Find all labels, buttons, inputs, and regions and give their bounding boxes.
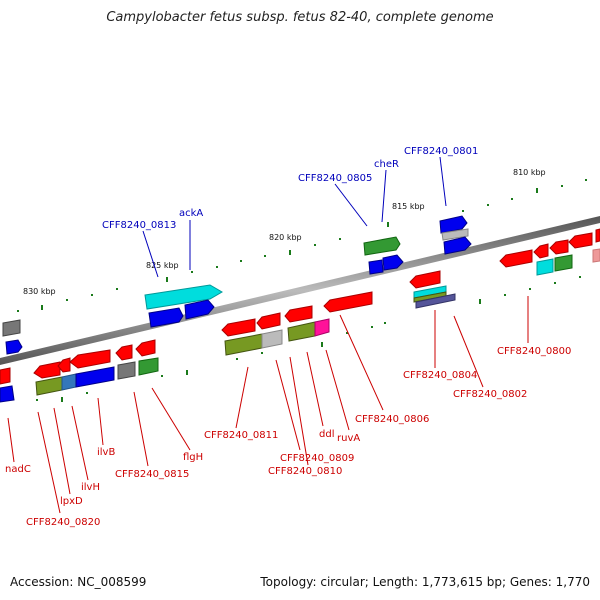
gene-label[interactable]: nadC bbox=[5, 464, 31, 475]
map-title: Campylobacter fetus subsp. fetus 82-40, … bbox=[106, 10, 494, 25]
gene-arrow[interactable] bbox=[184, 299, 215, 320]
gene-arrow[interactable] bbox=[443, 236, 472, 255]
gene-labels-top: CFF8240_0813 ackA CFF8240_0805 cheR CFF8… bbox=[102, 146, 478, 231]
gene-labels-bottom: nadC lpxD CFF8240_0820 ilvH ilvB CFF8240… bbox=[5, 346, 571, 528]
gene-label[interactable]: CFF8240_0810 bbox=[268, 466, 342, 477]
gene-label[interactable]: cheR bbox=[374, 159, 399, 170]
gene-label[interactable]: ilvH bbox=[81, 482, 100, 493]
kbp-label: 820 kbp bbox=[269, 233, 302, 242]
gene-arrow[interactable] bbox=[35, 376, 63, 396]
gene-arrow[interactable] bbox=[138, 357, 159, 376]
gene-arrow[interactable] bbox=[499, 249, 533, 268]
gene-label[interactable]: CFF8240_0806 bbox=[355, 414, 429, 425]
kbp-label: 815 kbp bbox=[392, 202, 425, 211]
gene-arrow[interactable] bbox=[261, 329, 283, 349]
gene-label[interactable]: CFF8240_0801 bbox=[404, 146, 478, 157]
gene-label[interactable]: CFF8240_0820 bbox=[26, 517, 100, 528]
kbp-labels: 830 kbp 825 kbp 820 kbp 815 kbp 810 kbp bbox=[23, 168, 546, 296]
gene-label[interactable]: lpxD bbox=[60, 496, 83, 507]
leader-lines-top bbox=[142, 156, 447, 278]
kbp-label: 830 kbp bbox=[23, 287, 56, 296]
gene-arrow[interactable] bbox=[75, 366, 115, 388]
gene-label[interactable]: flgH bbox=[183, 452, 203, 463]
gene-label[interactable]: CFF8240_0811 bbox=[204, 430, 278, 441]
gene-label[interactable]: CFF8240_0809 bbox=[280, 453, 354, 464]
gene-arrow[interactable] bbox=[592, 248, 600, 263]
gene-label[interactable]: ruvA bbox=[337, 433, 360, 444]
gene-arrow[interactable] bbox=[549, 239, 569, 255]
gene-arrow[interactable] bbox=[368, 259, 384, 275]
gene-label[interactable]: CFF8240_0813 bbox=[102, 220, 176, 231]
gene-arrow[interactable] bbox=[284, 305, 313, 323]
gene-arrow[interactable] bbox=[536, 258, 554, 276]
gene-arrow[interactable] bbox=[0, 367, 11, 385]
gene-arrow[interactable] bbox=[144, 284, 223, 310]
gene-arrow[interactable] bbox=[415, 293, 456, 309]
gene-arrow[interactable] bbox=[363, 236, 401, 256]
gene-arrow[interactable] bbox=[382, 254, 404, 271]
gene-label[interactable]: CFF8240_0805 bbox=[298, 173, 372, 184]
gene-arrow[interactable] bbox=[323, 291, 373, 313]
gene-arrow[interactable] bbox=[61, 373, 77, 391]
gene-arrow[interactable] bbox=[148, 307, 184, 328]
gene-label[interactable]: CFF8240_0800 bbox=[497, 346, 571, 357]
gene-label[interactable]: ilvB bbox=[97, 447, 115, 458]
gene-arrow[interactable] bbox=[409, 270, 441, 289]
gene-label[interactable]: CFF8240_0815 bbox=[115, 469, 189, 480]
gene-arrow[interactable] bbox=[57, 357, 71, 373]
gene-arrow[interactable] bbox=[533, 243, 549, 259]
kbp-label: 825 kbp bbox=[146, 261, 179, 270]
gene-arrow[interactable] bbox=[2, 319, 21, 337]
genes-forward bbox=[2, 215, 472, 355]
gene-arrow[interactable] bbox=[0, 385, 15, 403]
gene-arrow[interactable] bbox=[314, 318, 330, 337]
gene-arrow[interactable] bbox=[33, 361, 61, 379]
gene-arrow[interactable] bbox=[117, 361, 136, 380]
gene-arrow[interactable] bbox=[568, 232, 593, 249]
topology-text: Topology: circular; Length: 1,773,615 bp… bbox=[260, 575, 590, 589]
gene-label[interactable]: ackA bbox=[179, 208, 203, 219]
genes-reverse bbox=[0, 228, 600, 403]
gene-arrow[interactable] bbox=[554, 254, 573, 272]
gene-arrow[interactable] bbox=[595, 228, 600, 243]
gene-label[interactable]: ddl bbox=[319, 429, 334, 440]
gene-label[interactable]: CFF8240_0804 bbox=[403, 370, 477, 381]
gene-arrow[interactable] bbox=[69, 349, 111, 369]
gene-arrow[interactable] bbox=[5, 339, 23, 355]
gene-arrow[interactable] bbox=[135, 339, 156, 357]
accession-text: Accession: NC_008599 bbox=[10, 575, 147, 589]
gene-arrow[interactable] bbox=[441, 228, 469, 241]
gene-arrow[interactable] bbox=[287, 321, 316, 342]
gene-label[interactable]: CFF8240_0802 bbox=[453, 389, 527, 400]
leader-lines-bottom bbox=[7, 296, 529, 514]
gene-arrow[interactable] bbox=[256, 312, 281, 330]
gene-arrow[interactable] bbox=[224, 333, 263, 356]
kbp-label: 810 kbp bbox=[513, 168, 546, 177]
gene-arrow[interactable] bbox=[439, 215, 468, 234]
gene-arrow[interactable] bbox=[221, 318, 256, 337]
gene-arrow[interactable] bbox=[115, 344, 133, 361]
